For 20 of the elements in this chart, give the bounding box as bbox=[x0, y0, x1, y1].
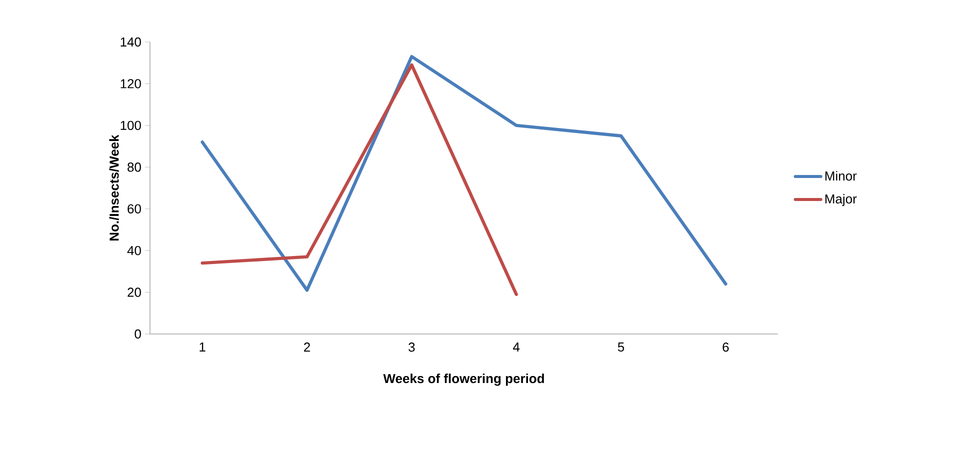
legend-label: Major bbox=[825, 194, 857, 206]
y-tick-label: 120 bbox=[120, 79, 141, 88]
legend-label: Minor bbox=[825, 171, 857, 181]
x-tick-label: 3 bbox=[408, 342, 415, 352]
y-tick-label: 100 bbox=[120, 120, 141, 130]
x-tick-label: 1 bbox=[200, 342, 206, 352]
x-tick-label: 4 bbox=[513, 342, 520, 352]
x-axis-title: Weeks of flowering period bbox=[383, 374, 544, 386]
x-tick-label: 2 bbox=[304, 342, 310, 352]
y-tick-label: 60 bbox=[128, 204, 141, 214]
line-series bbox=[200, 55, 728, 292]
line-series bbox=[200, 63, 518, 296]
y-tick-label: 40 bbox=[127, 246, 141, 256]
y-tick-label: 140 bbox=[120, 37, 141, 47]
y-tick-label: 20 bbox=[128, 288, 141, 297]
x-tick-label: 5 bbox=[618, 342, 624, 352]
x-tick-label: 6 bbox=[722, 342, 729, 352]
y-axis-title: No./Insects/Week bbox=[109, 134, 119, 240]
y-tick-label: 80 bbox=[128, 162, 141, 172]
y-tick-label: 0 bbox=[134, 329, 141, 339]
